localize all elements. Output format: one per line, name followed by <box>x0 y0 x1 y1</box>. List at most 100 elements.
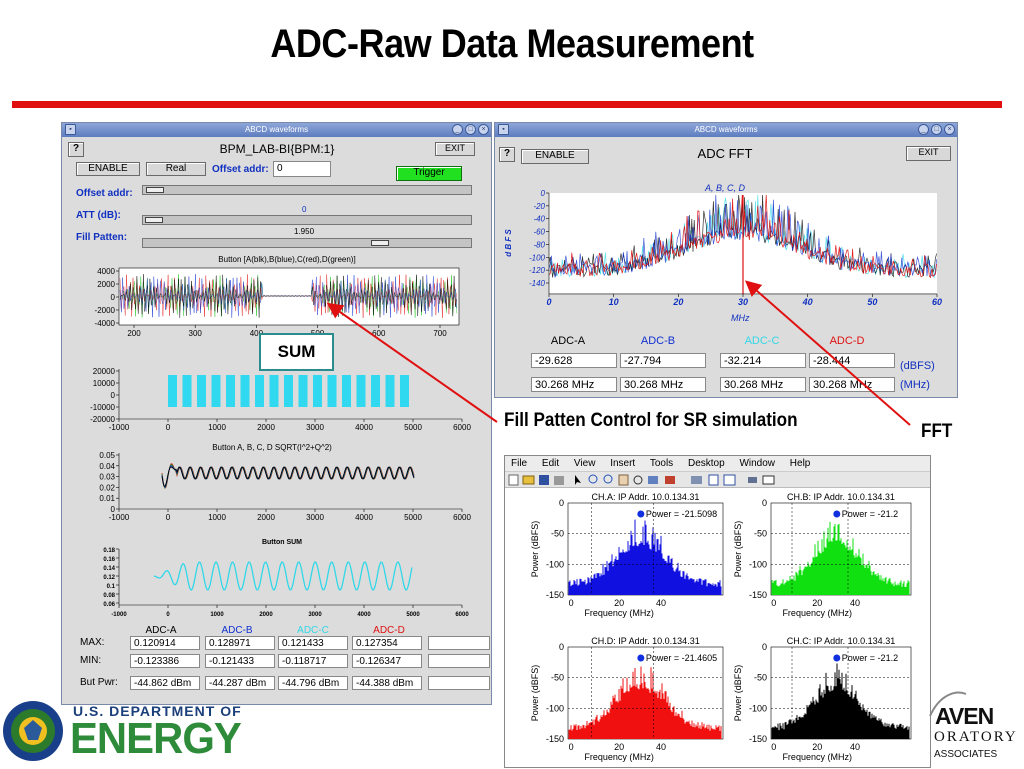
y-tick-label: 0.16 <box>103 557 115 563</box>
window-menu-icon[interactable]: ▪ <box>65 124 76 135</box>
y-tick-label: 0.04 <box>99 462 115 471</box>
min-adc-c: -0.118717 <box>278 654 348 668</box>
fill-value: 1.950 <box>294 227 315 236</box>
dbfs-unit: (dBFS) <box>900 360 935 372</box>
max-adc-a: 0.120914 <box>130 636 200 650</box>
menu-edit[interactable]: Edit <box>541 458 560 469</box>
offset-slider[interactable] <box>142 185 472 195</box>
y-tick-label: -50 <box>551 529 564 539</box>
fill-bunch-bar <box>284 375 293 407</box>
x-tick-label: 6000 <box>453 423 471 432</box>
max-adc-b: 0.128971 <box>205 636 275 650</box>
pwr-extra <box>428 676 490 690</box>
offset-addr-field[interactable]: 0 <box>273 161 331 177</box>
pwr-adc-d: -44.388 dBm <box>352 676 422 690</box>
x-tick-label: 0 <box>771 742 776 752</box>
x-tick-label: 3000 <box>306 423 324 432</box>
y-tick-label: 0 <box>559 642 564 652</box>
att-slider[interactable] <box>142 215 472 225</box>
x-tick-label: 700 <box>433 329 447 338</box>
menu-insert[interactable]: Insert <box>610 458 636 469</box>
spectrum-bars <box>568 666 722 739</box>
fill-bunch-bar <box>371 375 380 407</box>
x-tick-label: 20 <box>672 297 683 307</box>
y-tick-label: 0.1 <box>107 584 116 590</box>
matlab-menubar: File Edit View Insert Tools Desktop Wind… <box>505 456 930 472</box>
title-underline <box>12 101 1002 108</box>
window-titlebar[interactable]: ABCD waveforms ▪ _ □ × <box>62 123 491 137</box>
y-tick-label: -80 <box>533 240 545 249</box>
x-tick-label: 0 <box>166 423 171 432</box>
menu-help[interactable]: Help <box>789 458 811 469</box>
x-tick-label: 5000 <box>406 612 420 618</box>
y-tick-label: 10000 <box>93 379 116 388</box>
menu-view[interactable]: View <box>573 458 596 469</box>
menu-desktop[interactable]: Desktop <box>687 458 725 469</box>
fft-help-button[interactable]: ? <box>499 147 515 162</box>
fill-bunch-bar <box>342 375 351 407</box>
x-tick-label: 3000 <box>306 513 324 522</box>
power-label: Power = -21.2 <box>842 653 898 663</box>
col-adc-c: ADC-C <box>297 625 329 636</box>
toolbar-icons[interactable] <box>505 472 932 488</box>
fill-bunch-bar <box>400 375 409 407</box>
x-tick-label: 0 <box>569 598 574 608</box>
dbfs-adc-a: -29.628 <box>531 353 617 368</box>
dbfs-adc-d: -28.444 <box>809 353 895 368</box>
x-tick-label: 2000 <box>257 513 275 522</box>
offset-addr-label: Offset addr: <box>212 164 269 175</box>
fft-minimize-icon[interactable]: _ <box>918 124 929 135</box>
x-tick-label: -1000 <box>109 513 130 522</box>
enable-button[interactable]: ENABLE <box>76 162 140 176</box>
menu-file[interactable]: File <box>511 458 528 469</box>
x-tick-label: 30 <box>738 297 748 307</box>
x-tick-label: 0 <box>771 598 776 608</box>
matlab-toolbar <box>505 472 930 488</box>
maximize-icon[interactable]: □ <box>465 124 476 135</box>
fill-bunch-bar <box>255 375 264 407</box>
fill-bunch-bar <box>298 375 308 407</box>
col-adc-a: ADC-A <box>145 625 177 636</box>
power-label: Power = -21.5098 <box>646 509 717 519</box>
fft-window-menu-icon[interactable]: ▪ <box>498 124 509 135</box>
trigger-button[interactable]: Trigger <box>396 166 462 181</box>
bnl-swoosh-icon <box>929 691 967 717</box>
help-button[interactable]: ? <box>68 142 84 157</box>
x-tick-label: 40 <box>802 297 813 307</box>
close-icon[interactable]: × <box>478 124 489 135</box>
y-tick-label: -20000 <box>90 415 115 424</box>
y-tick-label: 0.03 <box>99 473 115 482</box>
fft-exit-button[interactable]: EXIT <box>906 146 951 161</box>
col-adc-b: ADC-B <box>221 625 253 636</box>
fft-maximize-icon[interactable]: □ <box>931 124 942 135</box>
x-tick-label: 20 <box>614 742 624 752</box>
menu-window[interactable]: Window <box>739 458 776 469</box>
fft-window-titlebar[interactable]: ABCD waveforms ▪ _ □ × <box>495 123 957 137</box>
y-tick-label: -2000 <box>95 306 116 315</box>
exit-button[interactable]: EXIT <box>435 142 475 156</box>
x-tick-label: 40 <box>850 598 860 608</box>
fill-bunch-bar <box>327 375 337 407</box>
fft-enable-button[interactable]: ENABLE <box>521 149 589 164</box>
fill-pattern-callout: Fill Patten Control for SR simulation <box>504 410 798 431</box>
y-tick-label: -40 <box>533 215 545 224</box>
y-tick-label: -150 <box>749 734 767 744</box>
minimize-icon[interactable]: _ <box>452 124 463 135</box>
fill-slider[interactable] <box>142 238 472 248</box>
slider-offset-label: Offset addr: <box>76 188 133 199</box>
fill-slider-knob[interactable] <box>371 240 389 246</box>
doe-seal-icon <box>3 701 63 761</box>
offset-slider-knob[interactable] <box>146 187 164 193</box>
window-heading: BPM_LAB-BI{BPM:1} <box>219 142 335 156</box>
y-tick-label: 2000 <box>97 280 115 289</box>
mode-select[interactable]: Real <box>146 162 206 176</box>
y-tick-label: -60 <box>533 228 545 237</box>
fft-close-icon[interactable]: × <box>944 124 955 135</box>
matlab-figure-window: File Edit View Insert Tools Desktop Wind… <box>504 455 931 768</box>
att-slider-knob[interactable] <box>145 217 163 223</box>
doe-top-text: U.S. DEPARTMENT OF <box>73 703 242 719</box>
menu-tools[interactable]: Tools <box>649 458 674 469</box>
bnl-text-3: ASSOCIATES <box>934 749 998 760</box>
magnitude-plot: 0.050.040.030.020.010-1000 0 1000 2000 3000 4… <box>99 451 471 522</box>
row-pwr-label: But Pwr: <box>80 677 118 688</box>
